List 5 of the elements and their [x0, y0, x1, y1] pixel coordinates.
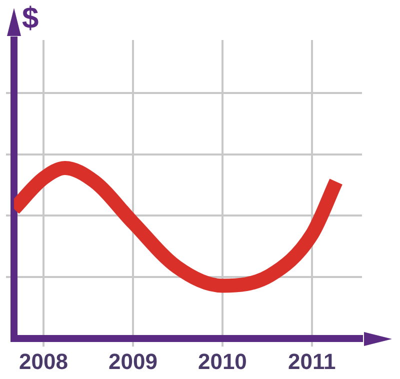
x-tick-label: 2011 — [288, 348, 336, 374]
x-tick-label: 2008 — [19, 348, 68, 374]
y-axis-title: $ — [22, 2, 39, 36]
x-tick-label: 2009 — [108, 348, 158, 374]
x-tick-label: 2010 — [198, 348, 247, 374]
